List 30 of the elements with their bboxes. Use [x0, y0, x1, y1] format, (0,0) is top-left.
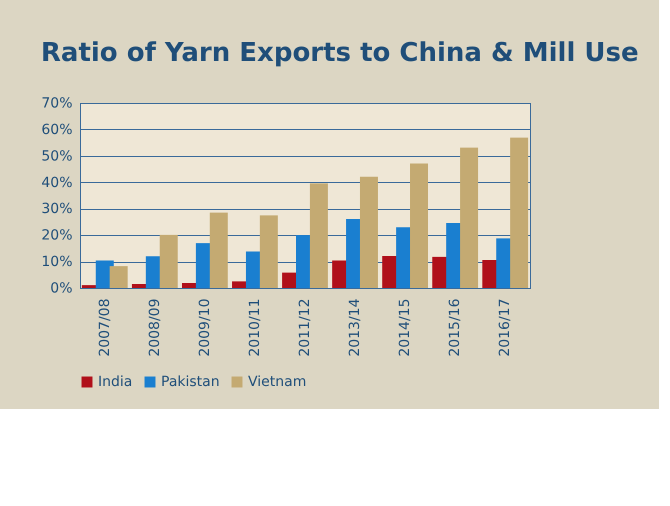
legend-label: India — [98, 374, 132, 390]
x-tick-label: 2013/14 — [347, 298, 364, 357]
x-tick-label: 2010/11 — [246, 298, 263, 357]
y-tick-label: 30% — [41, 201, 72, 218]
bar — [160, 234, 178, 288]
bar — [510, 138, 528, 288]
y-tick-label: 50% — [41, 148, 72, 164]
bar — [310, 183, 328, 288]
y-tick-label: 60% — [41, 122, 72, 138]
y-tick-label: 70% — [41, 96, 72, 112]
x-tick-label: 2009/10 — [196, 298, 213, 357]
x-tick-label: 2015/16 — [447, 298, 464, 357]
y-tick-label: 40% — [41, 174, 72, 191]
x-tick-label: 2011/12 — [297, 298, 313, 357]
x-tick-label: 2014/15 — [397, 298, 414, 357]
bar — [110, 266, 128, 288]
bar — [210, 212, 228, 288]
legend-label: Pakistan — [161, 374, 220, 390]
bar — [260, 215, 278, 288]
y-tick-label: 10% — [41, 254, 72, 270]
y-tick-label: 0% — [50, 280, 72, 296]
bar — [460, 148, 478, 288]
x-tick-label: 2016/17 — [497, 298, 514, 357]
bar — [410, 164, 428, 288]
x-tick-label: 2008/09 — [146, 298, 163, 357]
y-tick-label: 20% — [41, 228, 72, 244]
legend-label: Vietnam — [248, 374, 306, 390]
bar — [360, 176, 378, 288]
chart-title: Ratio of Yarn Exports to China & Mill Use — [40, 38, 639, 68]
x-tick-label: 2007/08 — [96, 298, 113, 357]
